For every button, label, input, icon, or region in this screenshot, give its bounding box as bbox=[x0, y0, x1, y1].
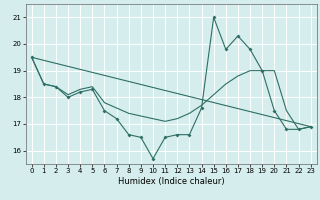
X-axis label: Humidex (Indice chaleur): Humidex (Indice chaleur) bbox=[118, 177, 225, 186]
